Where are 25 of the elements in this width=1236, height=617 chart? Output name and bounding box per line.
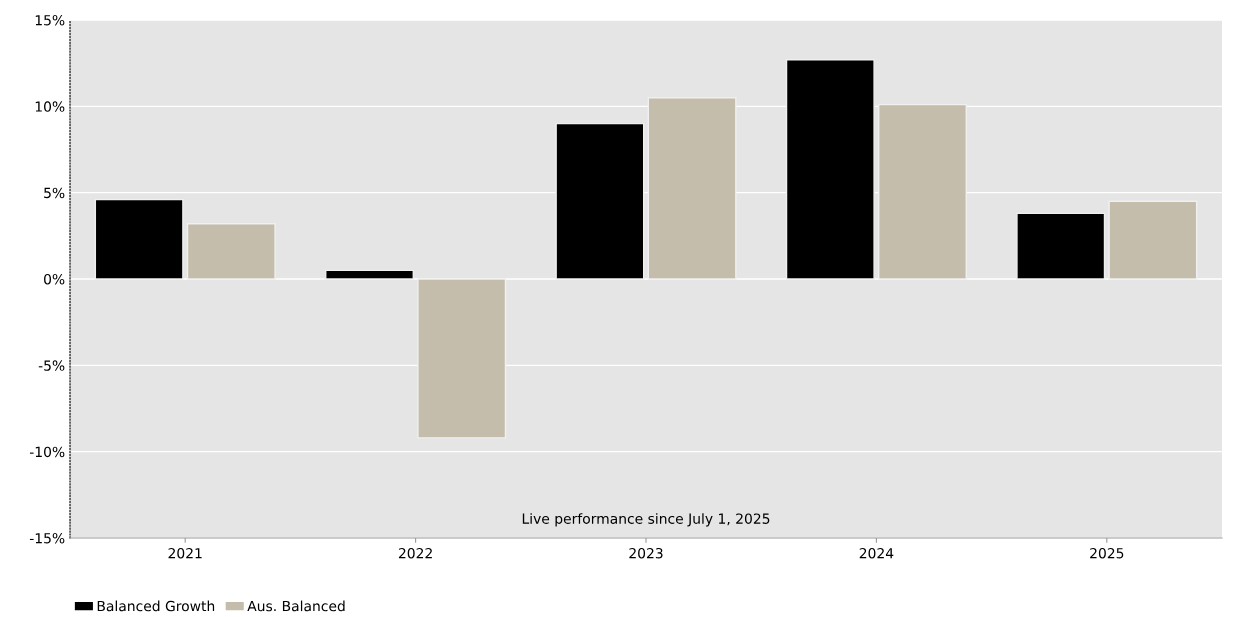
bar (555, 122, 645, 280)
x-tick-label: 2025 (1090, 547, 1124, 559)
bar (1108, 200, 1198, 280)
x-tick-label: 2021 (168, 547, 202, 559)
x-tick-label: 2022 (398, 547, 432, 559)
bar (186, 223, 276, 280)
x-tick-label: 2024 (859, 547, 894, 559)
y-tick-label: 0% (44, 273, 65, 285)
y-tick-label: -15% (29, 532, 65, 544)
y-tick-label: 15% (35, 14, 65, 26)
bar (785, 59, 875, 280)
legend-label: Balanced Growth (97, 600, 215, 612)
legend-label: Aus. Balanced (247, 600, 345, 612)
annotation: Live performance since July 1, 2025 (522, 513, 770, 527)
y-tick-label: -10% (29, 446, 65, 458)
y-tick-label: 5% (44, 187, 65, 199)
bar (878, 103, 967, 280)
y-tick-label: 10% (35, 101, 65, 112)
bar (647, 97, 737, 280)
bar (94, 198, 184, 280)
y-tick-label: -5% (38, 360, 65, 371)
x-tick-label: 2023 (629, 547, 663, 559)
bar (1016, 212, 1106, 280)
bar (325, 269, 414, 280)
bar (417, 278, 507, 439)
